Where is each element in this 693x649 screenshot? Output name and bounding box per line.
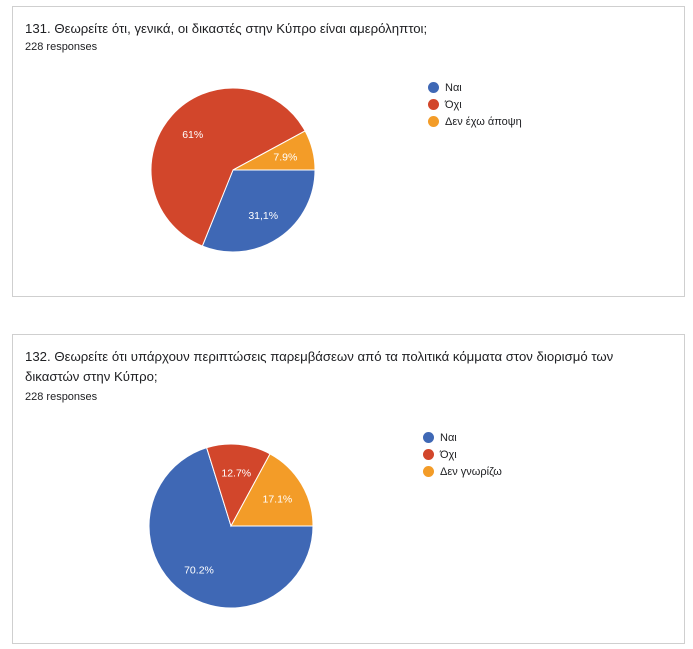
legend-label: Δεν έχω άποψη: [445, 115, 522, 128]
pie-slice: [201, 169, 316, 253]
legend-label: Δεν γνωρίζω: [440, 465, 502, 478]
legend-item: Ναι: [423, 429, 502, 446]
legend-item: Δεν έχω άποψη: [428, 113, 522, 130]
legend-swatch: [428, 99, 439, 110]
slice-label: 7.9%: [273, 152, 297, 164]
response-count: 228 responses: [25, 41, 98, 53]
legend-item: Ναι: [428, 79, 522, 96]
question-title: 132. Θεωρείτε ότι υπάρχουν περιπτώσεις π…: [25, 349, 614, 384]
slice-label: 70.2%: [184, 564, 214, 576]
pie-slice: [232, 130, 316, 171]
slice-label: 31,1%: [248, 210, 278, 222]
slice-label: 17.1%: [263, 493, 293, 505]
pie-slice: [150, 87, 306, 247]
response-count: 228 responses: [25, 391, 98, 403]
legend-item: Όχι: [428, 96, 522, 113]
legend-label: Όχι: [440, 448, 457, 461]
pie-slice: [148, 447, 314, 609]
legend-swatch: [423, 432, 434, 443]
legend-swatch: [428, 82, 439, 93]
legend-label: Ναι: [445, 81, 462, 94]
legend-item: Δεν γνωρίζω: [423, 463, 502, 480]
legend-swatch: [423, 466, 434, 477]
chart-legend: Ναι Όχι Δεν γνωρίζω: [423, 429, 502, 480]
pie-slice: [230, 453, 314, 527]
slice-label: 12.7%: [221, 467, 251, 479]
chart-card-131: 131. Θεωρείτε ότι, γενικά, οι δικαστές σ…: [12, 6, 685, 297]
legend-swatch: [428, 116, 439, 127]
legend-label: Ναι: [440, 431, 457, 444]
legend-item: Όχι: [423, 446, 502, 463]
chart-card-132: 132. Θεωρείτε ότι υπάρχουν περιπτώσεις π…: [12, 334, 685, 644]
legend-swatch: [423, 449, 434, 460]
chart-legend: Ναι Όχι Δεν έχω άποψη: [428, 79, 522, 130]
pie-chart: 70.2% 12.7% 17.1%: [148, 443, 314, 609]
pie-chart: 31,1% 61% 7.9%: [150, 87, 316, 253]
slice-label: 61%: [182, 129, 203, 141]
pie-slice: [206, 443, 271, 528]
legend-label: Όχι: [445, 98, 462, 111]
question-title: 131. Θεωρείτε ότι, γενικά, οι δικαστές σ…: [25, 21, 428, 36]
